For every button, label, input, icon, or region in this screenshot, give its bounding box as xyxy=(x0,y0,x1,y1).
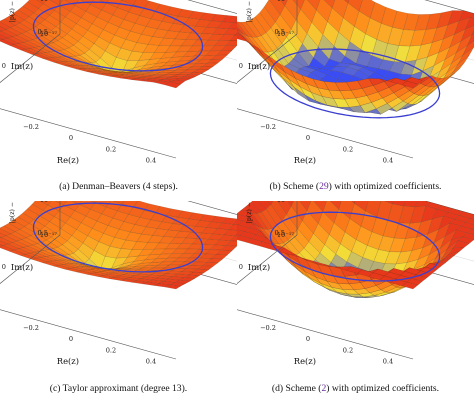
x-tick-label: 0.4 xyxy=(383,357,394,365)
surface-patch xyxy=(237,33,241,37)
y-axis-label: Im(z) xyxy=(248,61,270,71)
y-tick-label: 0.5 xyxy=(38,229,49,237)
x-tick-label: 0.2 xyxy=(106,145,117,153)
plot-d: 10⁻⁵10⁻¹¹10⁻¹⁷|p(z) − √(z+1)|−0.4−0.200.… xyxy=(237,201,474,366)
surface-patch xyxy=(237,34,252,45)
z-axis-label: |p(z) − √(z+1)| xyxy=(9,201,16,223)
x-tick-label: 0.4 xyxy=(146,357,157,365)
unit-circle xyxy=(269,211,441,282)
x-axis-label: Re(z) xyxy=(57,356,79,366)
x-tick-label: 0 xyxy=(69,335,73,343)
z-tick-label: 10⁻¹¹ xyxy=(40,201,58,204)
unit-circle xyxy=(32,202,204,273)
surface-patch xyxy=(0,244,4,247)
x-axis-label: Re(z) xyxy=(294,356,316,366)
x-axis-label: Re(z) xyxy=(294,155,316,165)
z-axis-label: |p(z) − √(z+1)| xyxy=(246,0,253,22)
y-tick-label: 0.5 xyxy=(275,229,286,237)
z-tick-label: 10⁻¹⁷ xyxy=(277,231,295,239)
plot-a: 10⁻⁵10⁻¹¹10⁻¹⁷|p(z) − √(z+1)|−0.4−0.200.… xyxy=(0,0,237,165)
surface-patch xyxy=(237,234,241,238)
z-tick-label: 10⁻¹⁷ xyxy=(40,30,58,38)
x-tick-label: 0.2 xyxy=(343,145,354,153)
panel-b: 10⁻⁵10⁻¹¹10⁻¹⁷|p(z) − √(z+1)|−0.4−0.200.… xyxy=(237,0,474,201)
surface-patch xyxy=(0,37,4,41)
z-axis-label: |p(z) − √(z+1)| xyxy=(246,201,253,223)
z-tick-label: 10⁻¹¹ xyxy=(277,201,295,204)
y-tick-label: 0 xyxy=(2,263,6,271)
unit-circle xyxy=(32,1,204,72)
caption-b: (b) Scheme (29) with optimized coefficie… xyxy=(269,181,442,192)
x-axis-label: Re(z) xyxy=(57,155,79,165)
x-tick-label: 0 xyxy=(69,134,73,142)
y-tick-label: 0 xyxy=(2,62,6,70)
x-tick-label: −0.2 xyxy=(23,324,39,332)
x-tick-label: 0.2 xyxy=(106,346,117,354)
y-axis-label: Im(z) xyxy=(11,262,33,272)
surface-patch xyxy=(0,245,15,252)
unit-circle xyxy=(269,48,441,119)
x-tick-label: −0.2 xyxy=(260,123,276,131)
x-tick-label: 0 xyxy=(306,134,310,142)
y-axis-label: Im(z) xyxy=(11,61,33,71)
surface-patch xyxy=(237,29,239,31)
y-tick-label: 0.5 xyxy=(38,28,49,36)
z-tick-label: 10⁻¹¹ xyxy=(40,0,58,3)
axes: 10⁻⁵10⁻¹¹10⁻¹⁷|p(z) − √(z+1)|−0.4−0.200.… xyxy=(0,0,177,165)
panel-a: 10⁻⁵10⁻¹¹10⁻¹⁷|p(z) − √(z+1)|−0.4−0.200.… xyxy=(0,0,237,201)
z-tick-label: 10⁻¹⁷ xyxy=(277,30,295,38)
caption-a: (a) Denman–Beavers (4 steps). xyxy=(59,181,178,192)
y-tick-label: 0 xyxy=(239,62,243,70)
x-tick-label: 0.4 xyxy=(146,156,157,164)
y-axis-label: Im(z) xyxy=(248,262,270,272)
surface xyxy=(0,201,237,290)
surface-patch xyxy=(0,39,15,46)
caption-d: (d) Scheme (2) with optimized coefficien… xyxy=(271,383,440,394)
surface xyxy=(0,0,237,89)
y-tick-label: 0 xyxy=(239,263,243,271)
x-tick-label: 0.2 xyxy=(343,346,354,354)
surface xyxy=(237,0,474,115)
surface-patch xyxy=(237,235,252,243)
surface-patch xyxy=(237,224,239,226)
panel-c: 10⁻⁵10⁻¹¹10⁻¹⁷|p(z) − √(z+1)|−0.4−0.200.… xyxy=(0,201,237,402)
axes: 10⁻⁵10⁻¹¹10⁻¹⁷|p(z) − √(z+1)|−0.4−0.200.… xyxy=(237,201,414,366)
x-tick-label: −0.2 xyxy=(23,123,39,131)
panel-d: 10⁻⁵10⁻¹¹10⁻¹⁷|p(z) − √(z+1)|−0.4−0.200.… xyxy=(237,201,474,402)
y-tick-label: 0.5 xyxy=(275,28,286,36)
plot-b: 10⁻⁵10⁻¹¹10⁻¹⁷|p(z) − √(z+1)|−0.4−0.200.… xyxy=(237,0,474,165)
surface-patch xyxy=(0,236,2,239)
x-tick-label: 0.4 xyxy=(383,156,394,164)
z-axis-label: |p(z) − √(z+1)| xyxy=(9,0,16,22)
caption-c: (c) Taylor approximant (degree 13). xyxy=(49,383,188,394)
plot-c: 10⁻⁵10⁻¹¹10⁻¹⁷|p(z) − √(z+1)|−0.4−0.200.… xyxy=(0,201,237,366)
surface-patch xyxy=(0,30,2,32)
z-tick-label: 10⁻¹⁷ xyxy=(40,231,58,239)
x-tick-label: 0 xyxy=(306,335,310,343)
x-tick-label: −0.2 xyxy=(260,324,276,332)
axes: 10⁻⁵10⁻¹¹10⁻¹⁷|p(z) − √(z+1)|−0.4−0.200.… xyxy=(0,201,177,366)
z-tick-label: 10⁻¹¹ xyxy=(277,0,295,3)
axes: 10⁻⁵10⁻¹¹10⁻¹⁷|p(z) − √(z+1)|−0.4−0.200.… xyxy=(237,0,414,165)
